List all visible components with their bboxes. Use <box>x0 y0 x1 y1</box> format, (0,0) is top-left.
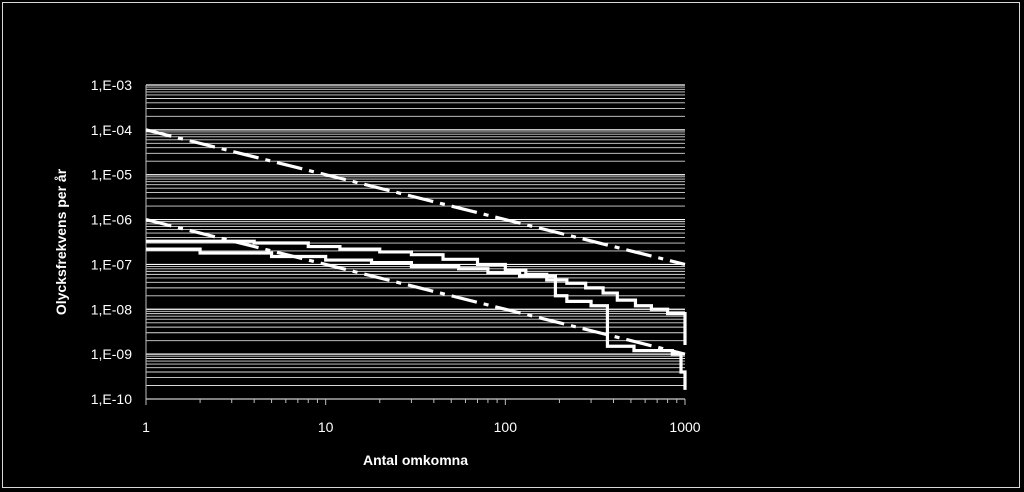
y-tick-label: 1,E-06 <box>91 212 132 228</box>
y-tick-label: 1,E-07 <box>91 256 132 272</box>
x-axis-title: Antal omkomna <box>363 452 468 468</box>
y-tick-label: 1,E-03 <box>91 77 132 93</box>
y-tick-label: 1,E-04 <box>91 122 132 138</box>
chart: 1,E-03 1,E-04 1,E-05 1,E-06 1,E-07 1,E-08 1,E-… <box>53 77 701 468</box>
y-tick-label: 1,E-09 <box>91 346 132 362</box>
dashed-series-line <box>145 128 686 266</box>
series-group <box>145 128 687 390</box>
y-tick-label: 1,E-10 <box>91 391 132 407</box>
x-tick-label: 1 <box>142 419 150 435</box>
step-series-line <box>146 239 687 345</box>
x-tick-labels: 1 10 100 1000 <box>142 419 701 435</box>
x-tick-label: 10 <box>318 419 334 435</box>
y-axis-title: Olycksfrekvens per år <box>53 168 69 315</box>
grid <box>145 84 686 405</box>
y-tick-labels: 1,E-03 1,E-04 1,E-05 1,E-06 1,E-07 1,E-08 1,E-… <box>91 77 132 407</box>
step-series-line <box>146 247 687 390</box>
y-tick-label: 1,E-05 <box>91 167 132 183</box>
y-tick-label: 1,E-08 <box>91 301 132 317</box>
x-tick-label: 100 <box>494 419 518 435</box>
x-tick-label: 1000 <box>669 419 700 435</box>
